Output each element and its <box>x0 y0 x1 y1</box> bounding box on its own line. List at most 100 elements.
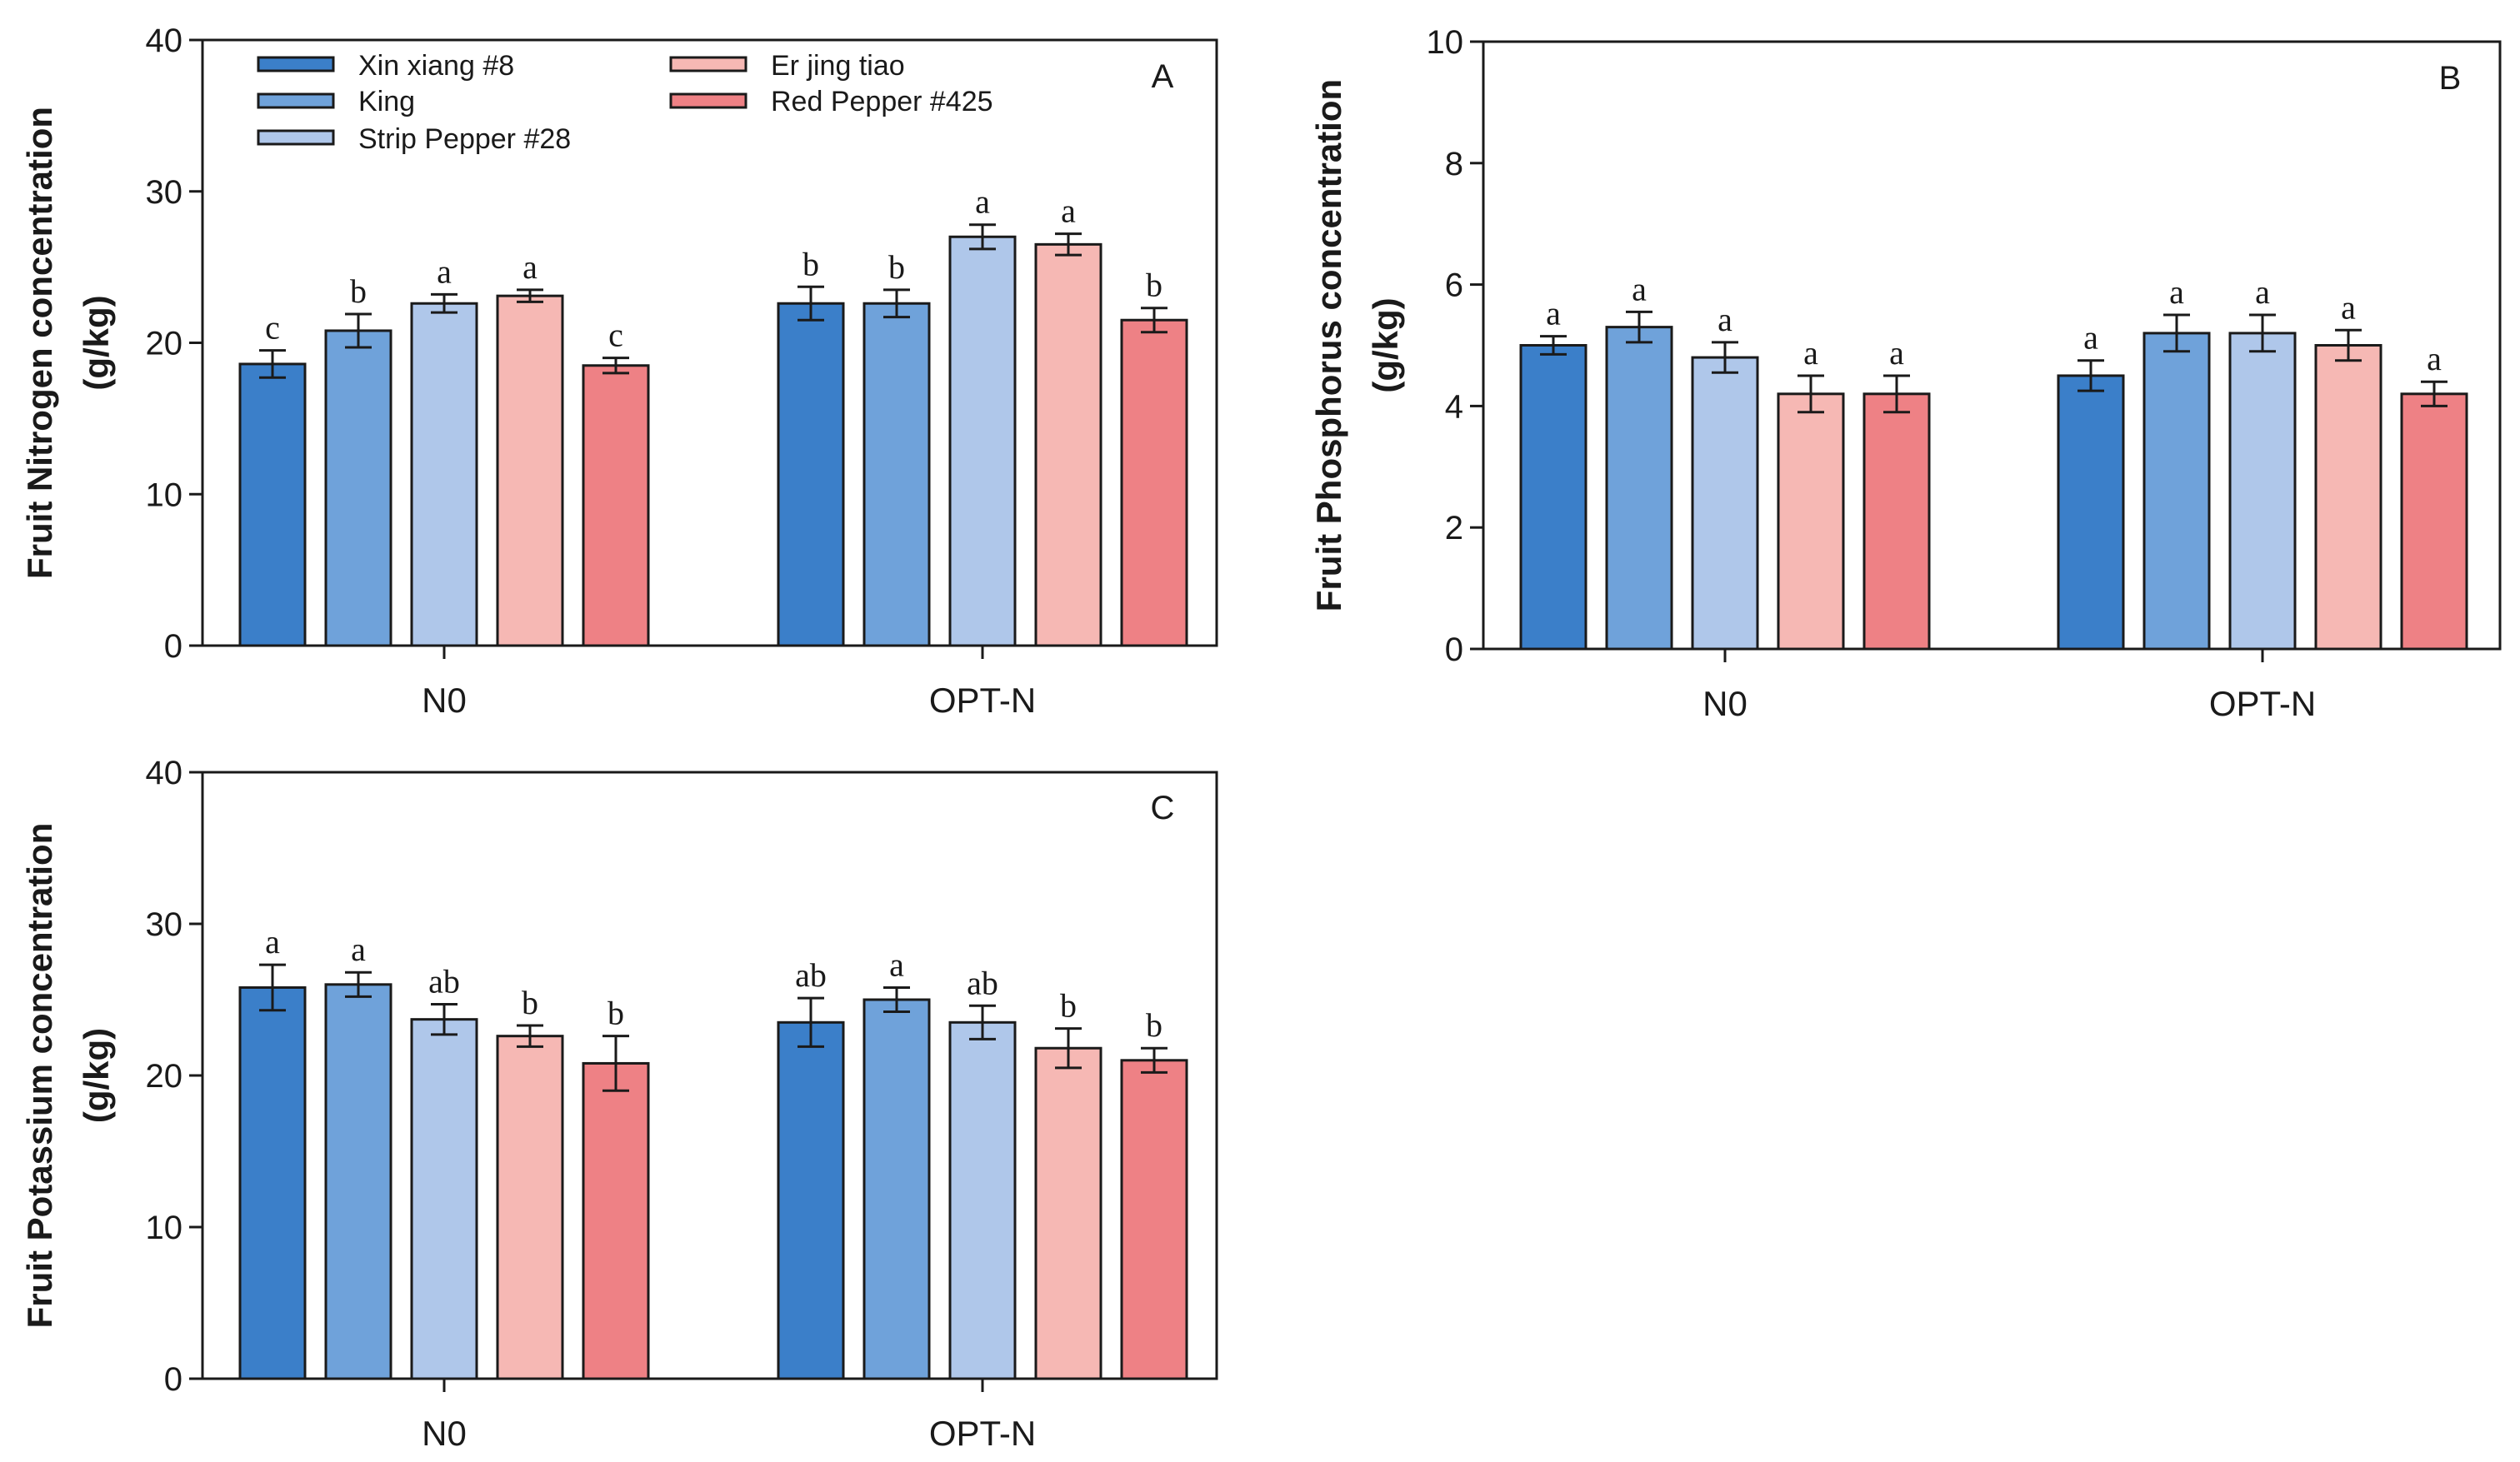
bar <box>496 294 564 647</box>
y-tick-label: 2 <box>1445 510 1463 546</box>
significance-letter: b <box>888 248 905 286</box>
y-tick-label: 6 <box>1445 267 1463 304</box>
y-tick-label: 8 <box>1445 146 1463 182</box>
panel-a-nitrogen: 0 10 20 30 40 Fruit Nitrogen concentration (g/… <box>20 22 1218 720</box>
bar <box>2400 392 2468 651</box>
significance-letter: a <box>522 248 538 286</box>
panel-b-phosphorus: 0 2 4 6 8 10 Fruit Phosphorus concentration (g/… <box>1309 24 2502 723</box>
significance-letter: b <box>1146 1006 1162 1044</box>
bar <box>777 302 845 647</box>
legend-label: Xin xiang #8 <box>358 50 514 82</box>
x-category-label: OPT-N <box>2209 684 2316 723</box>
legend-item: King <box>257 86 415 117</box>
significance-letter: a <box>2169 273 2184 311</box>
significance-letter: a <box>1803 334 1818 372</box>
significance-letter: a <box>2427 340 2442 377</box>
legend-swatch <box>669 56 748 72</box>
legend-swatch <box>257 92 335 109</box>
y-tick-label: 0 <box>1445 631 1463 668</box>
significance-letter: a <box>351 931 366 968</box>
significance-letter: a <box>1061 192 1076 230</box>
bar <box>496 1035 564 1380</box>
legend-label: Strip Pepper #28 <box>358 123 571 155</box>
y-tick-label: 20 <box>146 326 183 362</box>
significance-letter: b <box>350 272 367 310</box>
y-tick-label: 4 <box>1445 388 1463 425</box>
x-category-label: N0 <box>422 1414 467 1453</box>
bar <box>1120 318 1188 647</box>
x-category-label: N0 <box>422 681 467 720</box>
bar <box>777 1020 845 1380</box>
significance-letter: a <box>1718 301 1732 338</box>
significance-letter: b <box>802 245 819 282</box>
significance-letter: a <box>1632 270 1647 307</box>
legend-label: King <box>358 86 415 117</box>
significance-letter: a <box>2255 273 2270 311</box>
legend-item: Xin xiang #8 <box>257 50 514 82</box>
significance-letter: b <box>1146 267 1162 304</box>
y-tick-label: 30 <box>146 906 183 943</box>
legend-swatch <box>257 56 335 72</box>
panel-label: B <box>2439 60 2462 97</box>
y-axis-title: Fruit Nitrogen concentration <box>20 107 59 579</box>
significance-letter: a <box>1889 334 1904 372</box>
y-tick-label: 20 <box>146 1058 183 1095</box>
y-tick-label: 40 <box>146 22 183 59</box>
legend-swatch <box>257 129 335 146</box>
bar <box>1777 392 1845 651</box>
y-axis-title: Fruit Potassium concentration <box>20 823 59 1329</box>
y-axis-unit: (g/kg) <box>77 295 116 390</box>
significance-letter: a <box>437 252 452 290</box>
bar <box>1120 1059 1188 1380</box>
y-axis-unit: (g/kg) <box>1366 297 1405 392</box>
y-tick-label: 10 <box>1427 24 1464 61</box>
significance-letter: a <box>2341 288 2356 326</box>
legend-label: Red Pepper #425 <box>771 86 993 117</box>
bar <box>1862 392 1931 651</box>
bar <box>862 998 931 1380</box>
bar <box>1034 1046 1102 1380</box>
significance-letter: b <box>522 984 538 1021</box>
y-tick-label: 10 <box>146 1210 183 1246</box>
y-tick-label: 40 <box>146 755 183 791</box>
bar <box>324 329 392 647</box>
bar <box>948 1020 1017 1380</box>
bar <box>1519 344 1588 651</box>
significance-letter: ab <box>428 962 460 1000</box>
panel-label: A <box>1152 58 1174 95</box>
legend-item: Strip Pepper #28 <box>257 123 571 155</box>
bar <box>582 364 650 647</box>
significance-letter: b <box>1060 987 1077 1025</box>
legend-item: Red Pepper #425 <box>669 86 993 117</box>
significance-letter: a <box>889 946 904 983</box>
bar <box>2142 332 2211 651</box>
significance-letter: ab <box>967 964 998 1001</box>
significance-letter: a <box>1546 295 1561 332</box>
bar <box>238 985 307 1380</box>
bar <box>410 302 478 647</box>
y-tick-label: 0 <box>164 628 182 665</box>
legend-label: Er jing tiao <box>771 50 905 82</box>
x-category-label: N0 <box>1702 684 1748 723</box>
bar <box>2057 374 2125 651</box>
bar <box>2314 344 2382 651</box>
significance-letter: c <box>265 309 280 347</box>
panel-c-potassium: 0 10 20 30 40 Fruit Potassium concentration (g… <box>20 755 1218 1453</box>
y-tick-label: 10 <box>146 477 183 513</box>
legend-item: Er jing tiao <box>669 50 905 82</box>
bar <box>862 302 931 647</box>
legend-swatch <box>669 92 748 109</box>
significance-letter: ab <box>795 956 827 994</box>
bar <box>324 983 392 1380</box>
bar <box>238 362 307 647</box>
bar <box>1605 326 1673 651</box>
bar <box>582 1061 650 1380</box>
significance-letter: a <box>2083 319 2098 357</box>
bar <box>1034 242 1102 647</box>
bar <box>410 1018 478 1380</box>
significance-letter: c <box>608 317 623 354</box>
y-tick-label: 0 <box>164 1361 182 1398</box>
x-category-label: OPT-N <box>929 681 1036 720</box>
y-axis-title: Fruit Phosphorus concentration <box>1309 79 1348 611</box>
